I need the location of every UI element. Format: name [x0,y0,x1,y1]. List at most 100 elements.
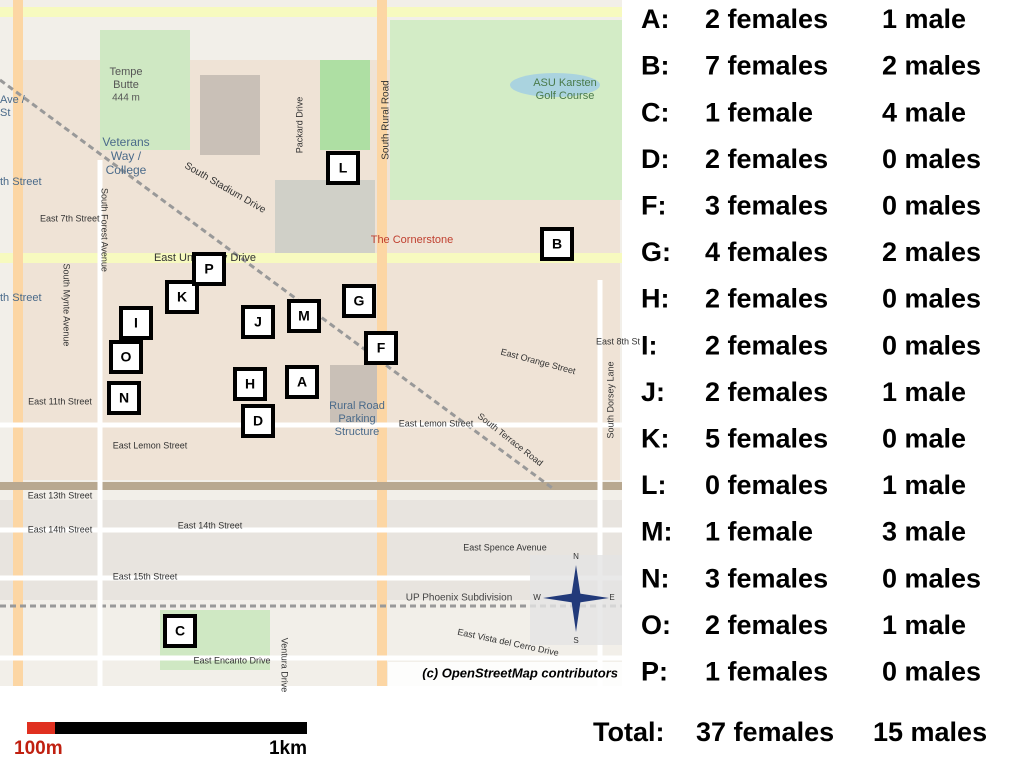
females-cell: 1 female [705,517,813,547]
map-label: Butte [113,79,139,91]
map-label: th Street [0,292,42,304]
total-label: Total: [593,717,664,747]
males-cell: 1 male [882,4,966,34]
site-label: I [134,315,138,331]
site-cell: H: [641,284,670,314]
map-label: Ventura Drive [280,638,290,693]
compass-label: E [609,593,614,602]
golf-course [390,20,622,200]
map-label: St [0,107,10,119]
females-cell: 2 females [705,284,828,314]
map-label: Packard Drive [294,97,304,154]
scale-bar: 100m 1km [14,722,307,759]
site-cell: L: [641,470,666,500]
males-cell: 2 males [882,51,981,81]
site-label: P [204,261,213,277]
map-label: th Street [0,176,42,188]
site-marker [342,284,376,318]
total-females: 37 females [696,717,834,747]
compass-rose [543,593,609,603]
site-cell: J: [641,377,665,407]
map-label: East Spence Avenue [463,542,546,552]
attribution: (c) OpenStreetMap contributors [422,665,618,680]
map-label: South Mynte Avenue [62,264,72,347]
map-label: East Lemon Street [399,418,474,428]
females-cell: 2 females [705,610,828,640]
males-cell: 0 males [882,191,981,221]
site-cell: P: [641,657,668,687]
map-label: East 11th Street [28,396,92,406]
map-label: South Rural Road [381,80,392,160]
site-label: D [253,413,263,429]
scale-segment [27,722,55,734]
site-marker [241,404,275,438]
males-cell: 1 male [882,470,966,500]
map-label: Tempe [109,66,142,78]
map-label: East 15th Street [113,571,178,581]
site-marker [109,340,143,374]
map-label: East Lemon Street [113,440,188,450]
males-cell: 0 males [882,144,981,174]
map-label: The Cornerstone [371,234,454,246]
pond [510,73,600,97]
site-label: M [298,308,310,324]
map-label: East 14th Street [28,524,93,534]
site-label: N [119,390,129,406]
map-label: Ave / [0,94,26,106]
map-label: East 8th St [596,336,641,346]
map-label: East 13th Street [28,490,93,500]
site-label: C [175,623,185,639]
females-cell: 2 females [705,144,828,174]
site-cell: F: [641,191,666,221]
males-cell: 0 males [882,284,981,314]
site-cell: B: [641,51,670,81]
males-cell: 4 male [882,97,966,127]
site-label: G [354,293,365,309]
site-label: J [254,314,262,330]
compass-label: N [573,552,579,561]
map-label: Golf Course [536,90,595,102]
site-marker [241,305,275,339]
males-cell: 0 males [882,657,981,687]
males-cell: 0 males [882,563,981,593]
map-label: Parking [338,413,375,425]
females-cell: 0 females [705,470,828,500]
total-males: 15 males [873,717,987,747]
females-cell: 2 females [705,330,828,360]
stadium [200,75,260,155]
map: (c) OpenStreetMap contributors TempeButt… [0,0,641,692]
site-marker [163,614,197,648]
map-label: Way / [111,149,142,163]
males-cell: 3 male [882,517,966,547]
map-label: Veterans [102,135,149,149]
site-marker [233,367,267,401]
site-cell: M: [641,517,672,547]
site-cell: G: [641,237,671,267]
scale-segment [55,722,307,734]
site-cell: C: [641,97,670,127]
scale-label: 1km [269,738,307,759]
map-label: South Dorsey Lane [605,361,615,438]
site-cell: K: [641,424,670,454]
females-cell: 3 females [705,563,828,593]
site-cell: N: [641,563,670,593]
females-cell: 2 females [705,4,828,34]
site-label: B [552,236,562,252]
field [320,60,370,150]
females-cell: 4 females [705,237,828,267]
compass-label: W [533,593,541,602]
males-cell: 0 male [882,424,966,454]
site-marker [364,331,398,365]
site-marker [540,227,574,261]
attribution-background [388,662,622,686]
map-label: East 7th Street [40,213,100,223]
males-cell: 0 males [882,330,981,360]
females-cell: 1 female [705,97,813,127]
site-marker [192,252,226,286]
site-marker [165,280,199,314]
map-label: College [106,163,147,177]
park [100,30,190,150]
scale-label: 100m [14,738,63,759]
site-marker [326,151,360,185]
